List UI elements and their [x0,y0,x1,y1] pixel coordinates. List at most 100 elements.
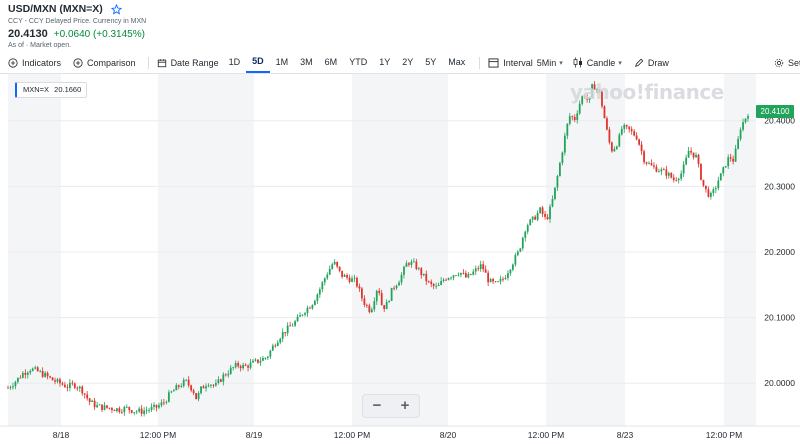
candle-body [667,173,670,176]
candle-body [309,307,311,309]
chart-type-button[interactable]: Candle ▾ [573,57,622,68]
range-2y[interactable]: 2Y [402,57,414,67]
range-1m[interactable]: 1M [275,57,289,67]
candle-body [432,284,435,287]
candle-body [167,392,170,402]
y-tick-label: 20.3000 [764,181,795,191]
candle-body [415,261,418,270]
candle-body [49,376,51,378]
comparison-button[interactable]: Comparison [73,58,136,68]
candle-body [271,345,274,351]
candle-body [370,309,373,313]
candle-body [165,401,168,403]
x-tick-label: 12:00 PM [334,430,370,440]
candle-body [724,166,727,168]
candle-body [66,387,69,389]
candle-body [687,150,690,158]
candle-body [19,377,22,379]
candle-body [516,251,519,256]
candle-body [373,301,376,310]
interval-button[interactable]: Interval 5Min ▾ [488,58,563,68]
candle-body [133,412,136,413]
zoom-out-button[interactable]: − [372,397,382,414]
candle-body [108,407,111,409]
candle-body [452,275,455,278]
candle-body [467,274,470,278]
candle-body [568,116,571,124]
chevron-down-icon: ▾ [559,59,563,67]
candle-body [333,261,336,265]
draw-label: Draw [647,57,669,68]
yahoo-finance-watermark: yahoo!finance [570,80,724,104]
candle-body [472,271,475,275]
candle-body [385,301,388,310]
session-band [8,74,61,426]
candle-body [9,387,12,389]
chart-toolbar: Indicators Comparison Date Range 1D 5D 1… [0,52,800,74]
range-ytd[interactable]: YTD [349,57,368,67]
chart-area[interactable]: 20.0000 20.1000 20.2000 20.3000 20.4000 … [0,74,800,444]
candle-body [205,386,207,389]
candle-body [125,406,128,408]
candle-body [247,365,249,368]
range-5d[interactable]: 5D [246,52,270,73]
candle-body [16,377,19,382]
candle-body [281,332,284,339]
settings-button[interactable]: Settings [774,58,800,68]
candle-body [502,278,504,280]
candle-body [662,169,665,171]
candle-body [232,367,235,369]
price-chart[interactable]: 20.0000 20.1000 20.2000 20.3000 20.4000 … [0,74,800,444]
candle-body [96,405,98,408]
range-3m[interactable]: 3M [300,57,313,67]
candle-body [492,279,494,282]
candle-body [242,364,245,369]
date-range-button[interactable]: Date Range [157,58,219,68]
candle-body [259,360,262,363]
draw-button[interactable]: Draw [634,58,669,68]
candle-body [482,264,485,270]
candle-body [460,272,462,275]
candle-body [625,124,628,127]
range-5y[interactable]: 5Y [425,57,437,67]
candle-body [249,362,252,368]
candle-body [606,118,608,130]
y-tick-label: 20.1000 [764,313,795,323]
zoom-in-button[interactable]: + [400,397,410,414]
x-tick-label: 12:00 PM [528,430,564,440]
candle-body [615,146,618,149]
series-legend[interactable]: MXN=X 20.1660 [15,82,88,98]
candle-body [326,274,329,279]
candle-body [635,135,638,140]
candle-body [130,410,133,413]
range-1d[interactable]: 1D [228,57,241,67]
toolbar-divider [479,56,481,69]
candle-body [596,89,598,91]
candle-body [140,408,143,414]
candle-body [145,410,148,412]
candle-body [395,285,398,289]
range-6m[interactable]: 6M [324,57,338,67]
candle-body [712,189,715,193]
candle-body [544,213,546,217]
candle-body [34,367,37,369]
candle-body [91,400,94,402]
candle-body [556,176,559,188]
candle-body [593,84,596,90]
candle-body [578,103,581,114]
candle-body [73,383,76,388]
settings-label: Settings [788,57,800,68]
candle-body [539,207,542,213]
quote-header: USD/MXN (MXN=X) CCY - CCY Delayed Price.… [8,2,608,50]
star-icon[interactable] [110,3,122,15]
candle-body [672,177,675,181]
range-max[interactable]: Max [448,57,466,67]
range-1y[interactable]: 1Y [379,57,391,67]
candle-body [405,263,408,267]
candle-body [427,281,430,283]
candle-body [380,293,383,306]
y-tick-label: 20.4000 [764,116,795,126]
candle-body [279,338,282,343]
indicators-button[interactable]: Indicators [8,58,61,68]
candle-body [21,372,24,378]
